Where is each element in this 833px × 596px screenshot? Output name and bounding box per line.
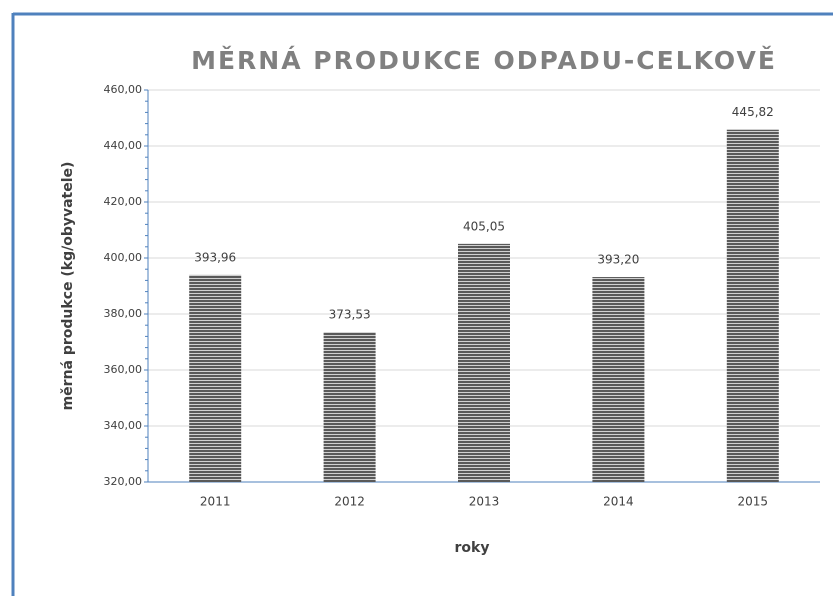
y-tick-label: 460,00 — [104, 83, 143, 96]
data-label: 393,20 — [597, 253, 639, 267]
y-tick-label: 360,00 — [104, 363, 143, 376]
bar — [592, 277, 645, 482]
data-label: 445,82 — [732, 105, 774, 119]
y-tick-label: 440,00 — [104, 139, 143, 152]
y-axis-label: měrná produkce (kg/obyvatele) — [60, 162, 76, 411]
data-label: 373,53 — [329, 308, 371, 322]
y-tick-label: 380,00 — [104, 307, 143, 320]
bar — [458, 243, 510, 482]
data-label: 405,05 — [463, 219, 505, 233]
bar — [726, 129, 779, 483]
bar — [323, 332, 376, 482]
x-tick-label: 2015 — [738, 495, 769, 509]
data-label: 393,96 — [194, 250, 236, 264]
y-tick-label: 340,00 — [104, 419, 143, 432]
x-tick-label: 2013 — [469, 495, 500, 509]
x-axis-label: roky — [455, 540, 490, 556]
y-tick-label: 400,00 — [104, 251, 143, 264]
y-tick-label: 320,00 — [104, 475, 143, 488]
bar — [189, 274, 242, 482]
x-tick-label: 2011 — [200, 495, 231, 509]
x-tick-label: 2012 — [334, 495, 365, 509]
x-tick-label: 2014 — [603, 495, 634, 509]
chart-title: MĚRNÁ PRODUKCE ODPADU-CELKOVĚ — [191, 46, 777, 75]
y-tick-label: 420,00 — [104, 195, 143, 208]
